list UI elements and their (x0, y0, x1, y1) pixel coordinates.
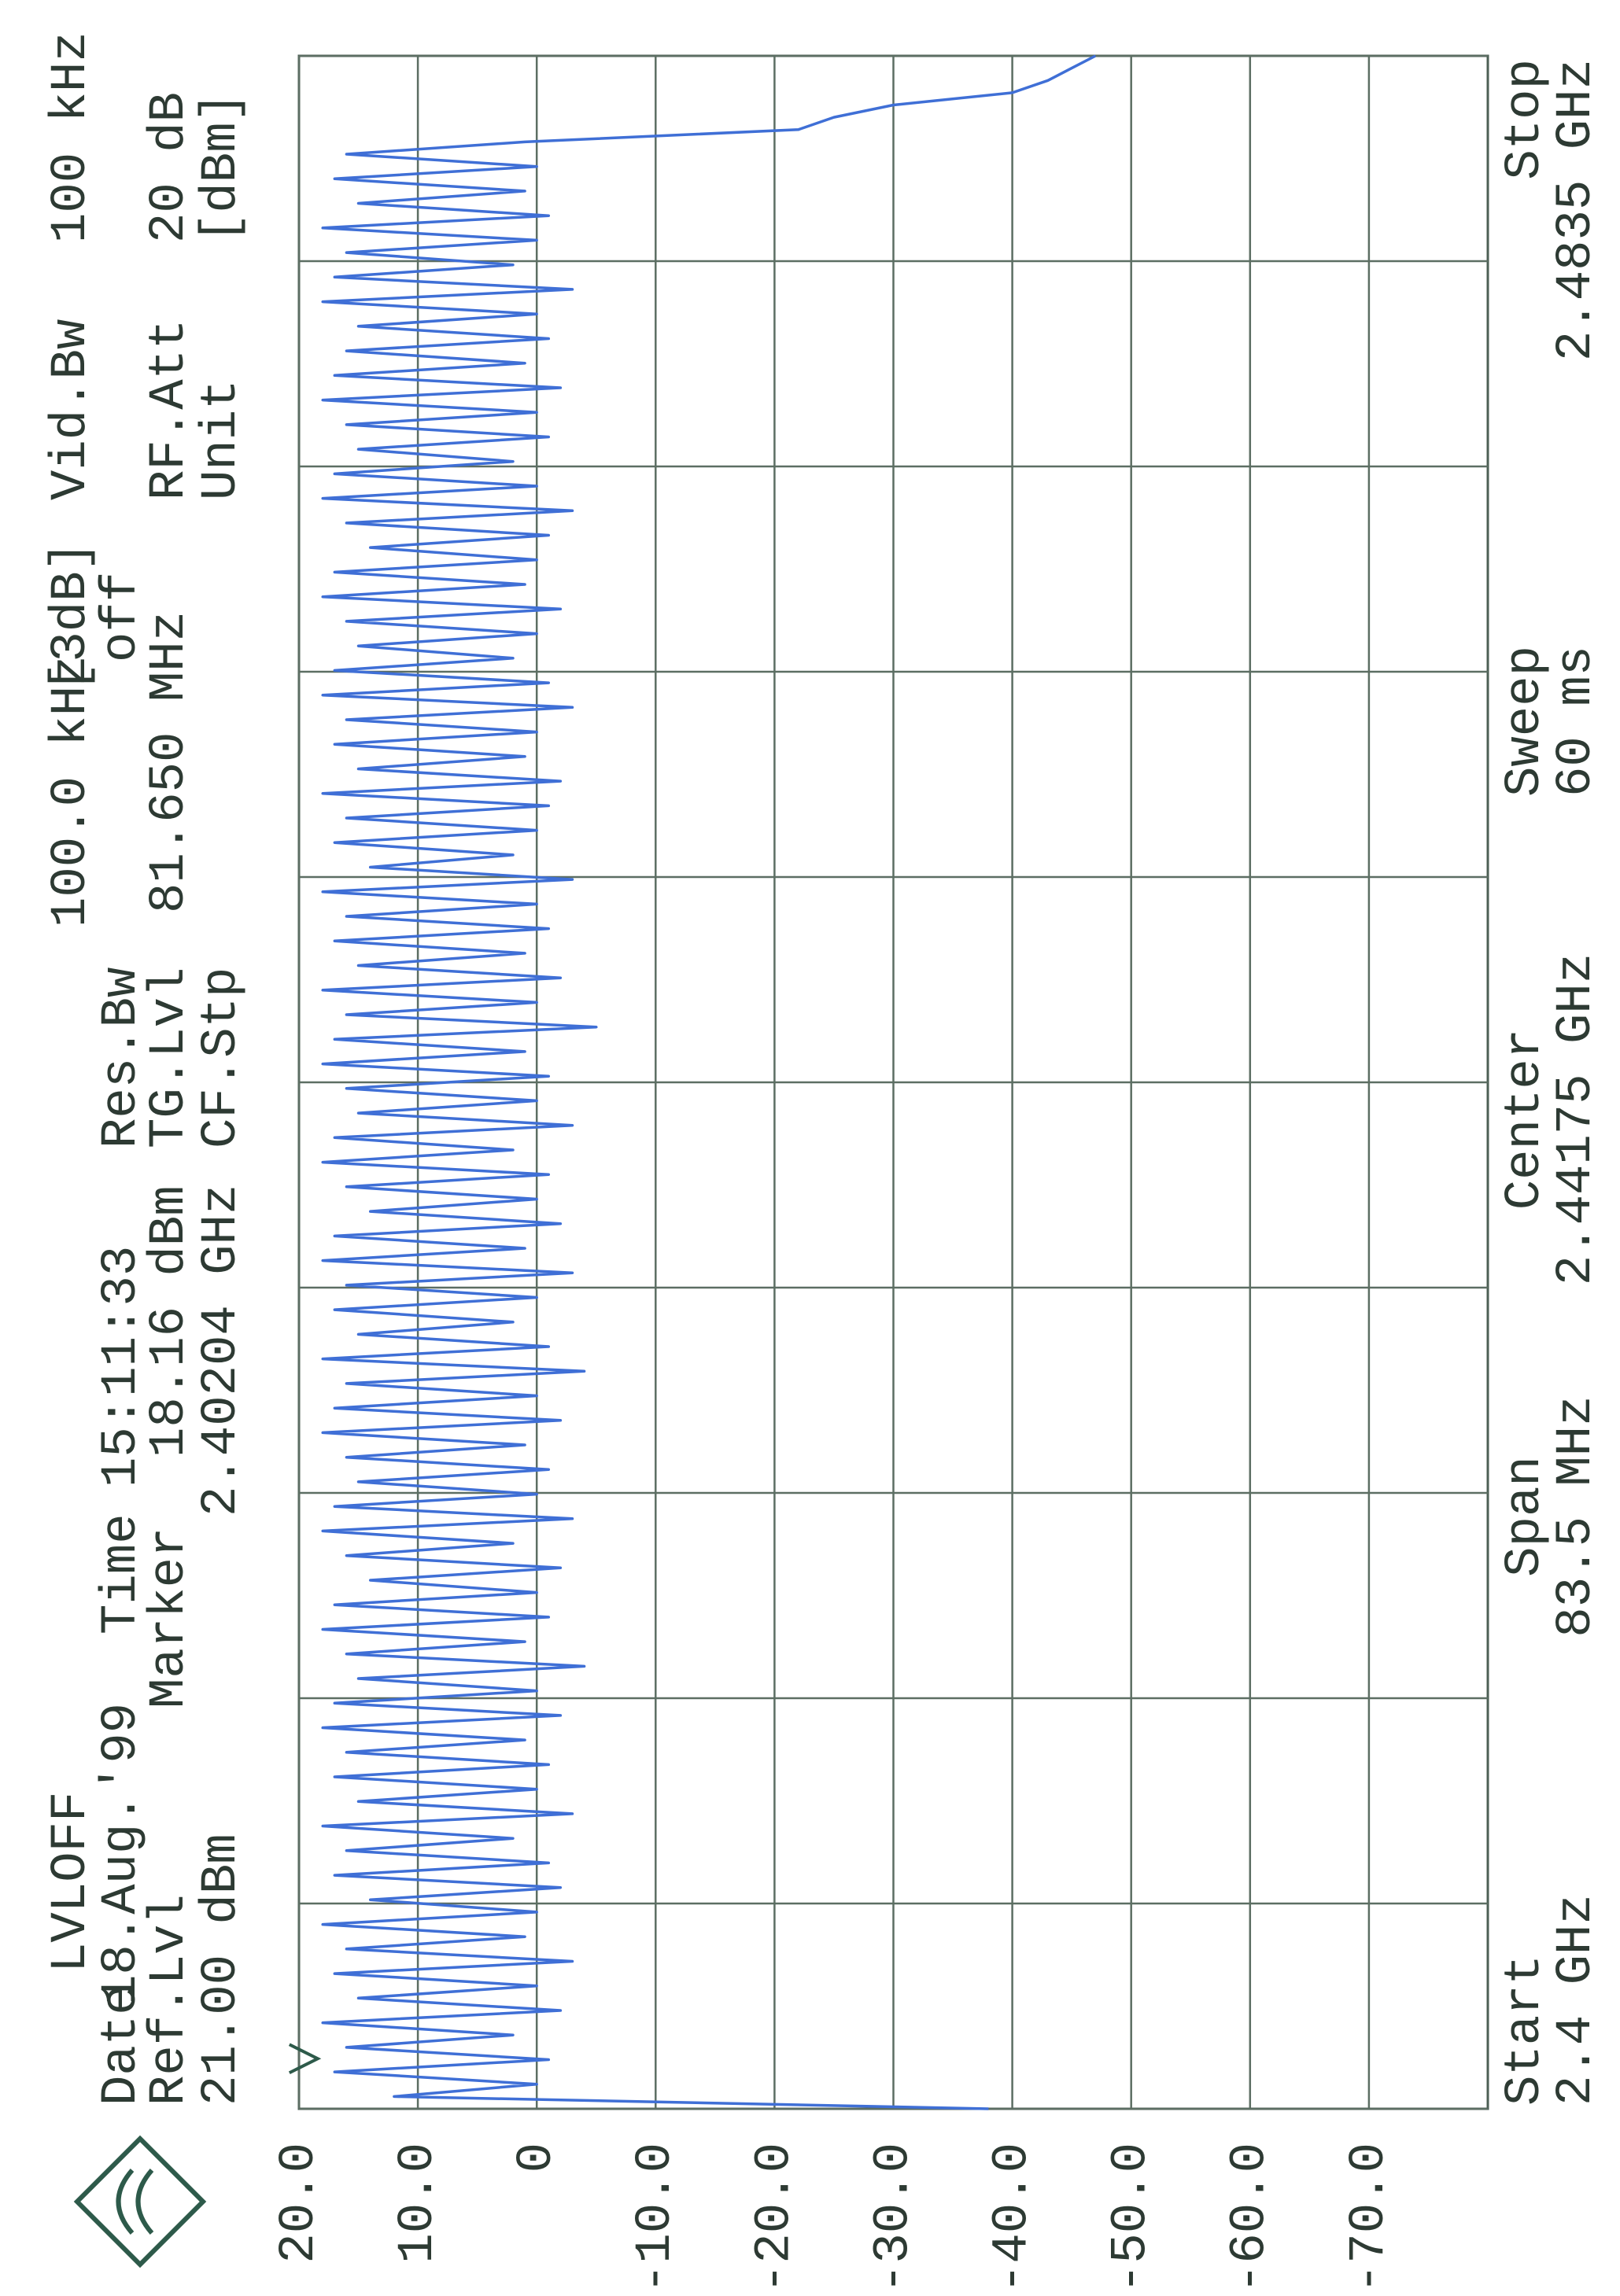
plot-rotated: 20.0 10.0 0 -10.0 -20.0 -30.0 -40.0 -50.0 -60.0 -… (43, 31, 1605, 2294)
annotation: Unit (194, 379, 250, 500)
annotation: Marker (142, 1528, 198, 1708)
annotation: 15:11:33 (94, 1246, 150, 1487)
annotation: Date (94, 1985, 150, 2106)
annotation: Center (1497, 1029, 1554, 1210)
annotation: 21.00 dBm (194, 1833, 250, 2106)
annotation: Span (1497, 1456, 1554, 1577)
annotation: 2.40204 GHz (194, 1185, 250, 1517)
logo-waves (116, 2169, 154, 2235)
y-tick-label: -40.0 (985, 2143, 1042, 2294)
annotation: 2.44175 GHz (1548, 953, 1605, 1285)
annotation: Time (94, 1513, 150, 1634)
annotation: 2.4 GHz (1548, 1894, 1605, 2106)
annotation: [dBm] (194, 92, 250, 243)
annotation: Sweep (1497, 646, 1554, 797)
annotation: 100.0 kHz (43, 655, 100, 927)
annotation: 60 ms (1548, 646, 1605, 797)
y-tick-label: -10.0 (628, 2143, 685, 2294)
logo-diamond (73, 2135, 207, 2268)
annotation: LVLOFF (43, 1792, 100, 1973)
annotation: TG.Lvl (142, 967, 198, 1148)
y-tick-label: -20.0 (747, 2143, 803, 2294)
annotation: 20 dB (142, 92, 198, 243)
annotation: Start (1497, 1955, 1554, 2106)
annotation: 2.4835 GHz (1548, 59, 1605, 361)
annotation: Vid.Bw (43, 319, 100, 500)
annotation: 18.16 dBm (142, 1185, 198, 1458)
annotation: 83.5 MHz (1548, 1395, 1605, 1637)
annotation: [3dB] (43, 541, 100, 692)
y-tick-label: 10.0 (390, 2143, 447, 2264)
trace (321, 54, 1097, 2110)
annotation: off (94, 572, 150, 662)
annotation: 81.650 MHz (142, 611, 198, 913)
y-tick-label: -30.0 (865, 2143, 922, 2294)
annotation: 100 kHz (43, 31, 100, 243)
y-tick-label: 0 (509, 2143, 566, 2173)
marker (288, 2043, 322, 2075)
annotation: 18.Aug.'99 (94, 1703, 150, 2005)
y-tick-label: 20.0 (271, 2143, 328, 2264)
y-tick-label: -50.0 (1104, 2143, 1161, 2294)
annotation: Res.Bw (94, 967, 150, 1148)
logo (73, 2135, 207, 2268)
annotation: CF.Stp (194, 967, 250, 1148)
y-tick-label: -60.0 (1223, 2143, 1279, 2294)
annotation: RF.Att (142, 319, 198, 500)
annotation: Stop (1497, 59, 1554, 180)
y-tick-label: -70.0 (1341, 2143, 1398, 2294)
annotation: Ref.Lvl (142, 1894, 198, 2106)
